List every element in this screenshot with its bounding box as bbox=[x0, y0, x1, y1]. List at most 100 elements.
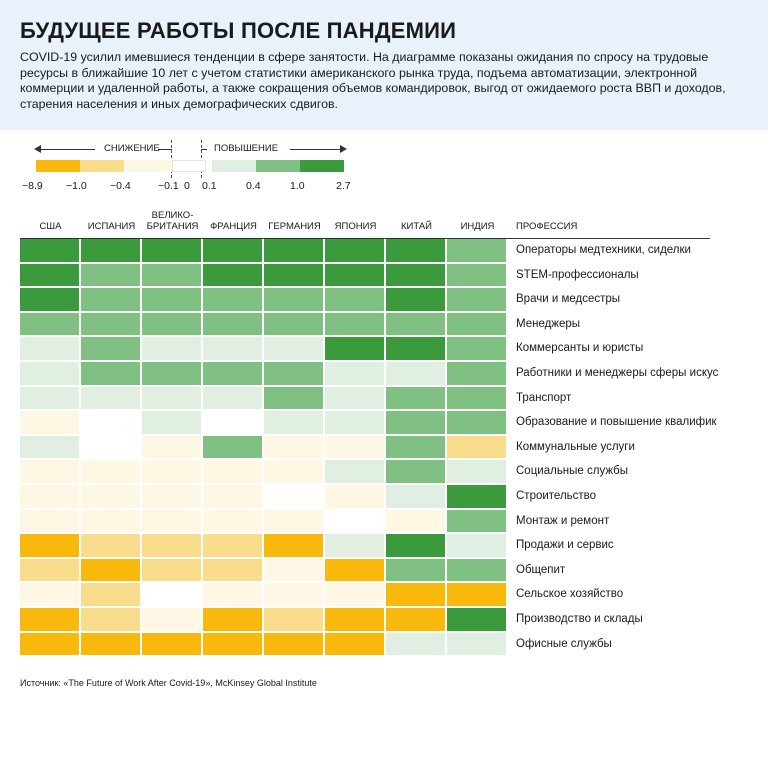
heatmap-cell bbox=[142, 263, 203, 289]
heatmap-cell bbox=[20, 288, 81, 313]
heatmap-cell bbox=[203, 312, 264, 338]
header-rule bbox=[20, 238, 710, 239]
column-header: ВЕЛИКО- БРИТАНИЯ bbox=[142, 210, 203, 232]
heatmap-cell bbox=[325, 632, 386, 658]
heatmap-cell bbox=[325, 362, 386, 387]
heatmap-cell bbox=[142, 583, 203, 608]
heatmap-cell bbox=[386, 239, 447, 264]
heatmap-cell bbox=[447, 435, 508, 461]
heatmap-cell bbox=[142, 362, 203, 387]
row-label: Коммунальные услуги bbox=[516, 440, 635, 453]
heatmap-cell bbox=[20, 411, 81, 436]
heatmap-cell bbox=[203, 583, 264, 608]
legend-tick-label: 0 bbox=[184, 180, 190, 192]
legend-increase-label: ПОВЫШЕНИЕ bbox=[214, 143, 279, 154]
heatmap-cell bbox=[264, 460, 325, 485]
heatmap-cell bbox=[81, 239, 142, 264]
row-label: Работники и менеджеры сферы искус bbox=[516, 367, 719, 379]
heatmap-cell bbox=[81, 509, 142, 535]
legend-tick-label: −1.0 bbox=[66, 180, 87, 192]
heatmap-cell bbox=[325, 239, 386, 264]
heatmap-cell bbox=[203, 534, 264, 559]
column-header-line: КИТАЙ bbox=[400, 221, 432, 232]
heatmap-cell bbox=[386, 435, 447, 461]
column-header-line: ГЕРМАНИЯ bbox=[268, 221, 321, 232]
heatmap-cell bbox=[20, 312, 81, 338]
heatmap-cell bbox=[203, 485, 264, 510]
heatmap-cell bbox=[203, 435, 264, 461]
heatmap-cell bbox=[264, 288, 325, 313]
legend-tick-label: 1.0 bbox=[290, 180, 305, 192]
heatmap-cell bbox=[142, 509, 203, 535]
legend-arrow-left-tail bbox=[158, 149, 172, 150]
heatmap-cell bbox=[447, 583, 508, 608]
heatmap-cell bbox=[142, 608, 203, 633]
heatmap-cell bbox=[264, 485, 325, 510]
heatmap-cell bbox=[386, 485, 447, 510]
legend-arrow-left bbox=[40, 149, 95, 150]
heatmap-cell bbox=[325, 337, 386, 362]
column-header-line: ИНДИЯ bbox=[460, 221, 495, 232]
heatmap-cell bbox=[203, 362, 264, 387]
heatmap-cell bbox=[264, 312, 325, 338]
heatmap-cell bbox=[203, 288, 264, 313]
column-header: ГЕРМАНИЯ bbox=[264, 221, 325, 232]
row-label: Образование и повышение квалифик bbox=[516, 416, 717, 429]
column-header: ЯПОНИЯ bbox=[325, 221, 386, 232]
heatmap-cell bbox=[142, 435, 203, 461]
legend-tick-label: −0.4 bbox=[110, 180, 131, 192]
column-header: США bbox=[20, 221, 81, 232]
column-header-line: ЯПОНИЯ bbox=[334, 221, 377, 232]
heatmap-cell bbox=[447, 386, 508, 412]
heatmap-cell bbox=[142, 485, 203, 510]
chart-subtitle: COVID-19 усилил имевшиеся тенденции в сф… bbox=[20, 50, 726, 111]
heatmap-cell bbox=[81, 583, 142, 608]
heatmap-cell bbox=[325, 435, 386, 461]
heatmap-cell bbox=[264, 386, 325, 412]
heatmap-cell bbox=[203, 263, 264, 289]
heatmap-cell bbox=[386, 312, 447, 338]
heatmap-cell bbox=[325, 509, 386, 535]
heatmap-cell bbox=[81, 558, 142, 584]
heatmap-cell bbox=[81, 460, 142, 485]
heatmap-cell bbox=[386, 337, 447, 362]
legend-divider-right bbox=[201, 140, 202, 178]
heatmap-cell bbox=[81, 337, 142, 362]
legend-swatch bbox=[212, 160, 256, 172]
heatmap-cell bbox=[20, 435, 81, 461]
heatmap-cell bbox=[386, 460, 447, 485]
heatmap-cell bbox=[447, 485, 508, 510]
legend-tick-label: −8.9 bbox=[22, 180, 43, 192]
chart-title: БУДУЩЕЕ РАБОТЫ ПОСЛЕ ПАНДЕМИИ bbox=[20, 18, 457, 43]
row-label: Социальные службы bbox=[516, 465, 629, 478]
heatmap-cell bbox=[386, 534, 447, 559]
heatmap-cell bbox=[264, 583, 325, 608]
heatmap-cell bbox=[20, 362, 81, 387]
heatmap-cell bbox=[447, 509, 508, 535]
heatmap-cell bbox=[203, 558, 264, 584]
heatmap-cell bbox=[325, 411, 386, 436]
row-label: Транспорт bbox=[516, 391, 572, 404]
heatmap-cell bbox=[203, 632, 264, 658]
legend: СНИЖЕНИЕ ПОВЫШЕНИЕ −8.9 −1.0 −0.4 −0.1 0 0.1 0… bbox=[0, 130, 768, 210]
heatmap-cell bbox=[264, 411, 325, 436]
heatmap-cell bbox=[142, 632, 203, 658]
heatmap-cell bbox=[447, 632, 508, 658]
heatmap-cell bbox=[142, 460, 203, 485]
heatmap-cell bbox=[20, 558, 81, 584]
heatmap-cell bbox=[264, 534, 325, 559]
arrow-right-icon bbox=[340, 145, 347, 153]
heatmap-cell bbox=[447, 608, 508, 633]
heatmap-cell bbox=[264, 608, 325, 633]
legend-swatch bbox=[124, 160, 172, 172]
heatmap-cell bbox=[20, 509, 81, 535]
heatmap-cell bbox=[386, 362, 447, 387]
legend-tick-label: 0.1 bbox=[202, 180, 217, 192]
row-label: Операторы медтехники, сиделки bbox=[516, 244, 691, 256]
heatmap-cell bbox=[203, 460, 264, 485]
column-header-line: ИСПАНИЯ bbox=[87, 221, 136, 232]
heatmap-cell bbox=[20, 460, 81, 485]
heatmap-cell bbox=[447, 337, 508, 362]
heatmap-cell bbox=[447, 312, 508, 338]
heatmap-cell bbox=[20, 386, 81, 412]
